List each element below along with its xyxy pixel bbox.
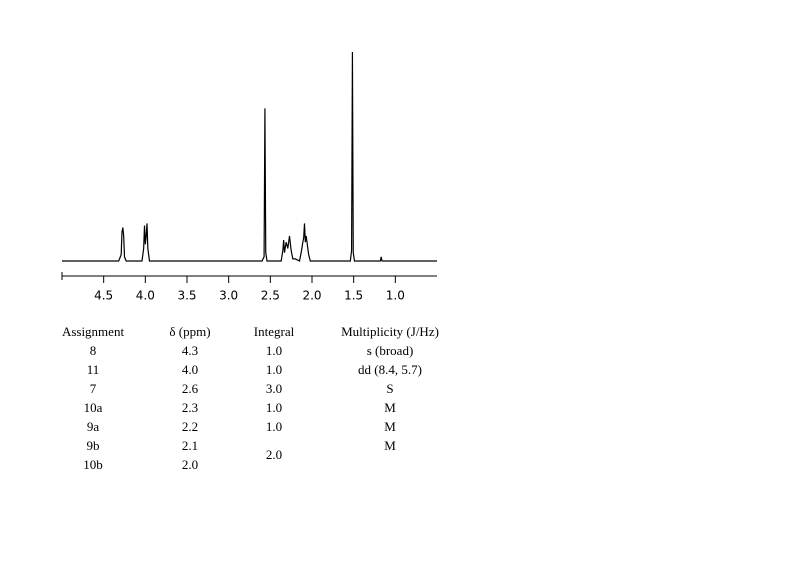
x-tick-label: 4.0 [136,289,155,303]
table-cell: 2.0 [266,447,282,462]
table-cell: 1.0 [266,419,282,434]
x-tick-label: 1.5 [344,289,363,303]
table-cell: 2.2 [182,419,198,434]
table-cell: 2.1 [182,438,198,453]
table-cell: 10a [84,400,103,415]
x-tick-label: 2.5 [261,289,280,303]
table-cell: 1.0 [266,362,282,377]
table-cell: 2.3 [182,400,198,415]
table-cell: s (broad) [367,343,414,358]
table-cell: 4.0 [182,362,198,377]
table-cell: M [384,419,396,434]
x-tick-label: 4.5 [94,289,113,303]
x-tick-label: 3.0 [219,289,238,303]
table-cell: 1.0 [266,343,282,358]
table-cell: 10b [83,457,103,472]
x-tick-label: 2.0 [302,289,321,303]
table-cell: S [386,381,393,396]
table-cell: 1.0 [266,400,282,415]
table-header: Integral [254,324,295,339]
table-header: Assignment [62,324,125,339]
table-cell: 3.0 [266,381,282,396]
x-tick-label: 3.5 [177,289,196,303]
table-cell: 8 [90,343,97,358]
table-cell: dd (8.4, 5.7) [358,362,422,377]
table-cell: 2.0 [182,457,198,472]
table-header: Multiplicity (J/Hz) [341,324,439,339]
spectrum-line [62,51,437,262]
table-cell: 9b [87,438,100,453]
table-header: δ (ppm) [169,324,210,339]
table-cell: 4.3 [182,343,198,358]
x-tick-label: 1.0 [386,289,405,303]
table-cell: M [384,438,396,453]
table-cell: 7 [90,381,97,396]
table-cell: M [384,400,396,415]
table-cell: 2.6 [182,381,199,396]
table-cell: 9a [87,419,100,434]
table-cell: 11 [87,362,100,377]
